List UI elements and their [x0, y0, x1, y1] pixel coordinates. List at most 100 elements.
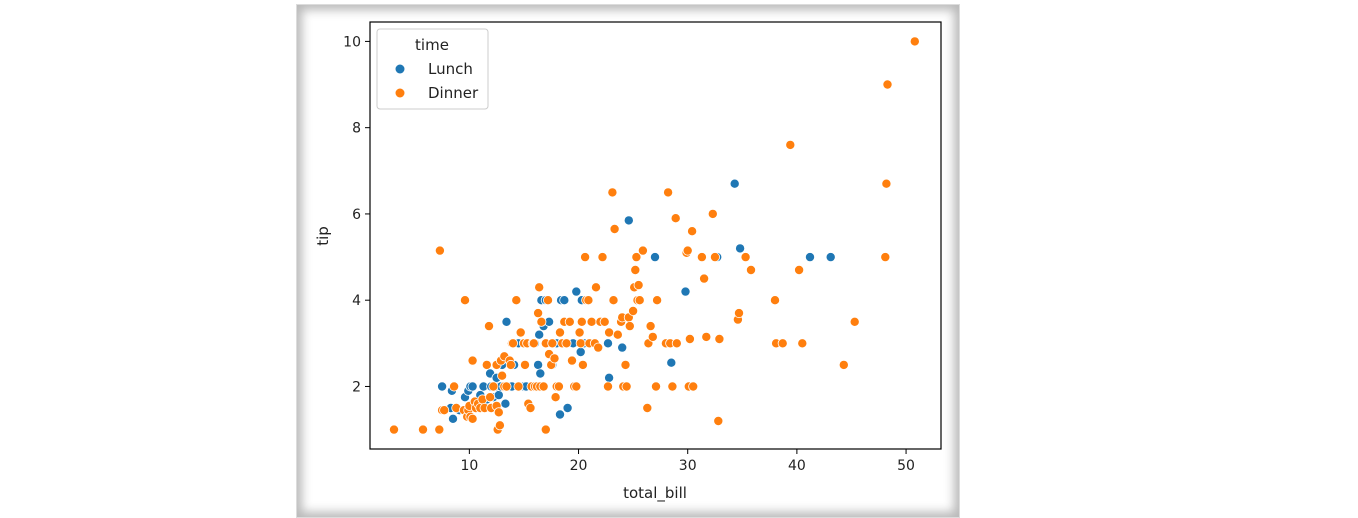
point-dinner — [547, 338, 558, 349]
point-dinner — [481, 359, 492, 370]
point-lunch — [562, 402, 573, 413]
point-dinner — [785, 139, 796, 150]
x-tick-label: 10 — [460, 458, 478, 474]
point-dinner — [714, 333, 725, 344]
y-tick-label: 8 — [352, 121, 361, 137]
point-dinner — [624, 321, 635, 332]
x-axis-label: total_bill — [623, 484, 687, 503]
point-dinner — [652, 295, 663, 306]
point-dinner — [434, 245, 445, 256]
point-dinner — [770, 295, 781, 306]
point-dinner — [494, 420, 505, 431]
point-lunch — [534, 329, 545, 340]
point-dinner — [880, 252, 891, 263]
point-dinner — [740, 252, 751, 263]
point-dinner — [637, 245, 648, 256]
point-dinner — [571, 381, 582, 392]
point-dinner — [567, 355, 578, 366]
point-dinner — [459, 295, 470, 306]
point-dinner — [497, 370, 508, 381]
point-lunch — [729, 178, 740, 189]
point-dinner — [663, 187, 674, 198]
x-tick-label: 40 — [788, 458, 806, 474]
y-tick-label: 10 — [343, 34, 361, 50]
point-dinner — [575, 338, 586, 349]
point-dinner — [713, 415, 724, 426]
point-dinner — [647, 331, 658, 342]
point-dinner — [909, 36, 920, 47]
point-dinner — [536, 316, 547, 327]
point-dinner — [580, 252, 591, 263]
point-dinner — [576, 316, 587, 327]
y-tick-label: 4 — [352, 293, 361, 309]
point-dinner — [734, 308, 745, 319]
point-lunch — [735, 243, 746, 254]
point-dinner — [540, 424, 551, 435]
legend-label-lunch: Lunch — [428, 60, 473, 78]
point-dinner — [439, 405, 450, 416]
point-lunch — [501, 316, 512, 327]
point-dinner — [564, 316, 575, 327]
legend-box — [376, 28, 489, 110]
point-dinner — [633, 280, 644, 291]
point-dinner — [543, 295, 554, 306]
point-dinner — [696, 252, 707, 263]
point-dinner — [538, 381, 549, 392]
point-dinner — [777, 338, 788, 349]
point-dinner — [586, 316, 597, 327]
point-lunch — [555, 409, 566, 420]
point-dinner — [561, 338, 572, 349]
ticks-layer: 10 20 30 40 50 2 4 6 8 10 — [343, 34, 915, 474]
point-lunch — [825, 252, 836, 263]
point-dinner — [628, 305, 639, 316]
point-dinner — [671, 338, 682, 349]
point-lunch — [805, 252, 816, 263]
legend: time Lunch Dinner — [376, 28, 489, 110]
point-lunch — [500, 398, 511, 409]
point-lunch — [575, 346, 586, 357]
point-lunch — [571, 286, 582, 297]
point-dinner — [583, 295, 594, 306]
point-dinner — [794, 264, 805, 275]
legend-label-dinner: Dinner — [428, 84, 479, 102]
point-lunch — [493, 390, 504, 401]
point-dinner — [684, 333, 695, 344]
point-dinner — [434, 424, 445, 435]
point-dinner — [608, 295, 619, 306]
point-dinner — [550, 392, 561, 403]
point-dinner — [417, 424, 428, 435]
point-dinner — [609, 223, 620, 234]
x-tick-label: 30 — [679, 458, 697, 474]
point-dinner — [599, 316, 610, 327]
point-dinner — [645, 321, 656, 332]
point-dinner — [710, 252, 721, 263]
point-dinner — [642, 402, 653, 413]
point-dinner — [533, 308, 544, 319]
point-dinner — [520, 359, 531, 370]
point-dinner — [603, 381, 614, 392]
point-dinner — [534, 282, 545, 293]
point-dinner — [388, 424, 399, 435]
y-tick-label: 6 — [352, 207, 361, 223]
point-dinner — [553, 381, 564, 392]
point-dinner — [525, 402, 536, 413]
point-dinner — [631, 252, 642, 263]
point-lunch — [617, 342, 628, 353]
point-dinner — [511, 295, 522, 306]
y-tick-label: 2 — [352, 379, 361, 395]
point-dinner — [849, 316, 860, 327]
point-dinner — [882, 79, 893, 90]
legend-title: time — [415, 36, 449, 54]
point-dinner — [621, 381, 632, 392]
point-dinner — [467, 413, 478, 424]
point-dinner — [493, 407, 504, 418]
point-lunch — [603, 338, 614, 349]
point-lunch — [535, 368, 546, 379]
point-lunch — [604, 372, 615, 383]
point-dinner — [699, 273, 710, 284]
point-lunch — [559, 295, 570, 306]
point-dinner — [507, 338, 518, 349]
point-dinner — [467, 355, 478, 366]
point-lunch — [650, 252, 661, 263]
